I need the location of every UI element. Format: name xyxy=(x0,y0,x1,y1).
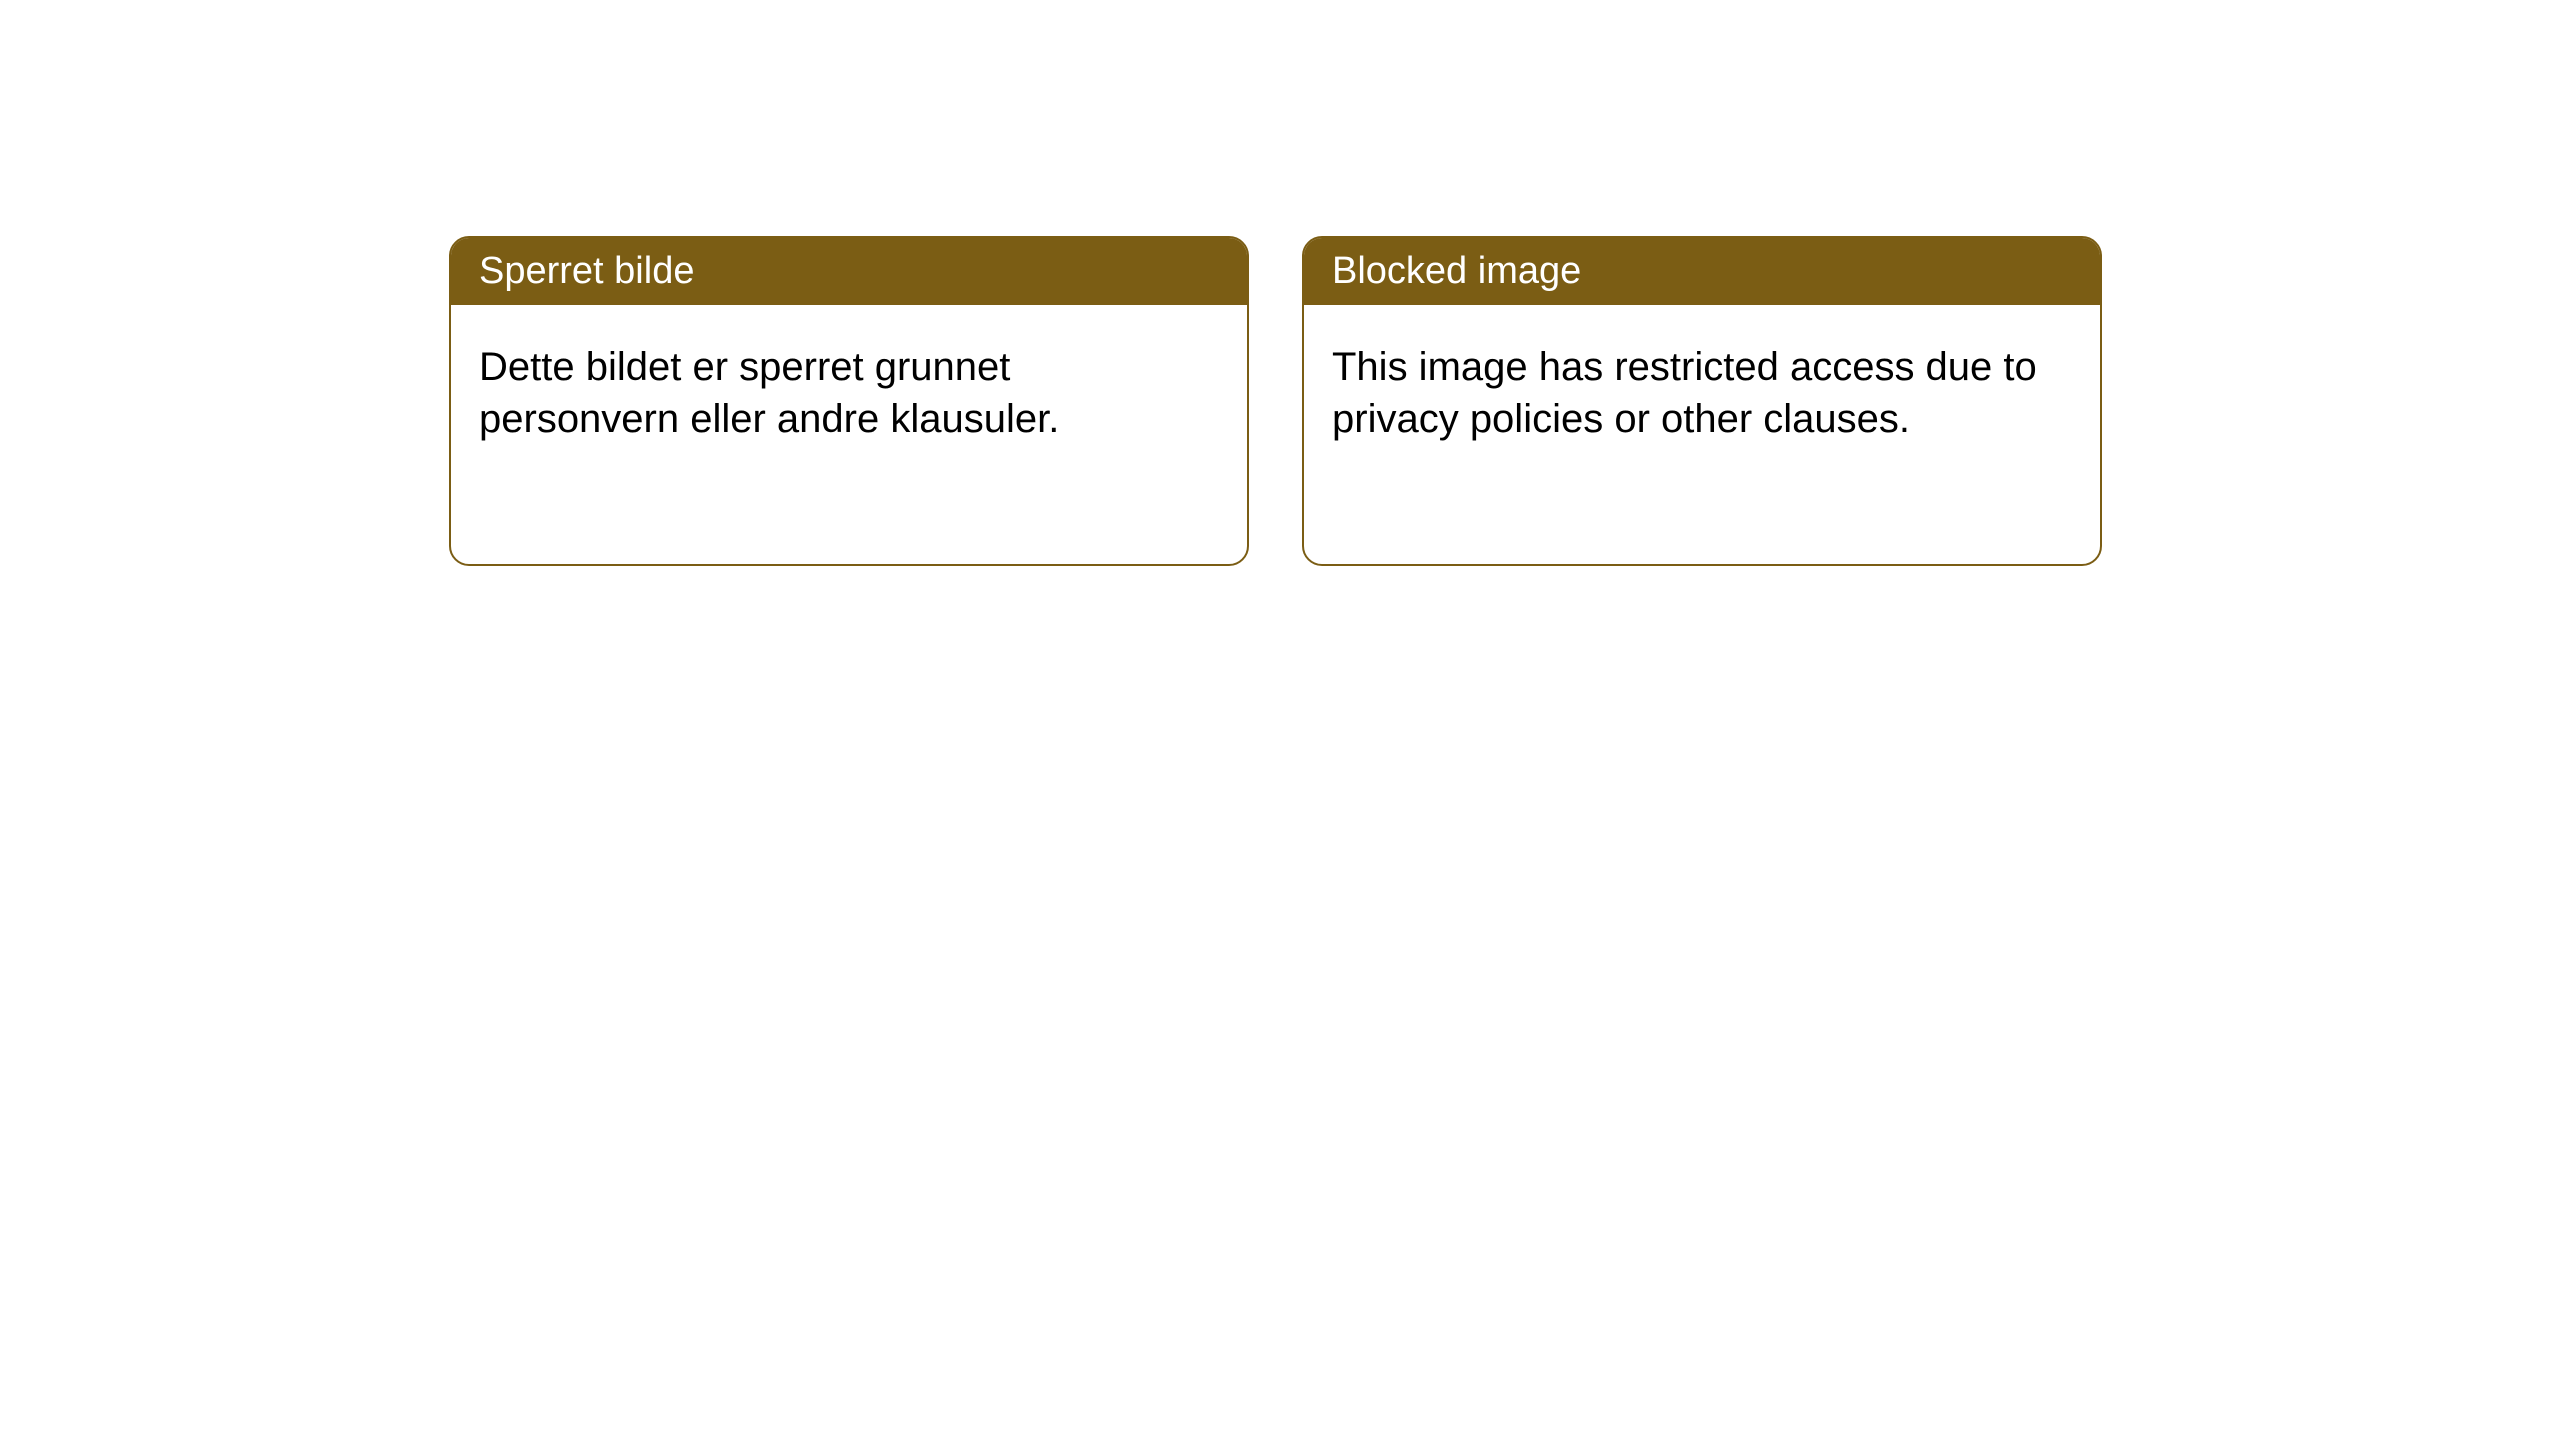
notice-card-body: This image has restricted access due to … xyxy=(1304,305,2100,481)
notice-title: Blocked image xyxy=(1332,250,1581,292)
notice-container: Sperret bilde Dette bildet er sperret gr… xyxy=(449,236,2102,566)
notice-card-header: Blocked image xyxy=(1304,238,2100,305)
notice-card-english: Blocked image This image has restricted … xyxy=(1302,236,2102,566)
notice-title: Sperret bilde xyxy=(479,250,694,292)
notice-card-header: Sperret bilde xyxy=(451,238,1247,305)
notice-text: This image has restricted access due to … xyxy=(1332,345,2037,441)
notice-text: Dette bildet er sperret grunnet personve… xyxy=(479,345,1059,441)
notice-card-body: Dette bildet er sperret grunnet personve… xyxy=(451,305,1247,481)
notice-card-norwegian: Sperret bilde Dette bildet er sperret gr… xyxy=(449,236,1249,566)
